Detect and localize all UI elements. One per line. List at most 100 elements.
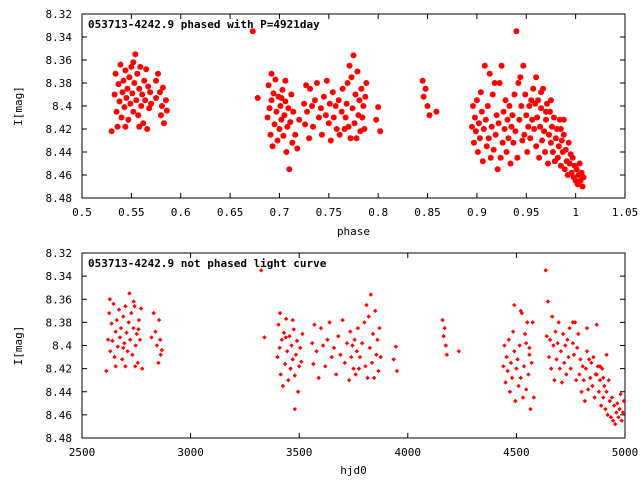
y-axis-label: I[mag] — [12, 86, 25, 126]
data-point — [606, 377, 611, 383]
data-point — [560, 131, 567, 138]
data-point — [507, 160, 514, 167]
data-point — [283, 335, 288, 340]
data-point — [121, 314, 126, 319]
data-point — [533, 74, 540, 81]
data-point — [554, 357, 559, 362]
data-point — [160, 120, 167, 127]
data-point — [108, 128, 115, 135]
data-point — [151, 310, 156, 316]
x-tick-label: 1.05 — [612, 206, 639, 219]
data-point — [133, 364, 138, 369]
data-point — [122, 123, 129, 130]
data-point — [294, 338, 300, 344]
data-point — [258, 268, 264, 273]
data-point — [602, 383, 607, 389]
data-point — [279, 86, 286, 93]
data-point — [292, 131, 299, 138]
data-point — [508, 123, 515, 130]
data-point — [121, 345, 126, 351]
data-point — [576, 331, 581, 337]
data-point — [571, 352, 577, 357]
data-point — [294, 145, 301, 152]
data-point — [368, 292, 374, 297]
data-point — [254, 94, 261, 101]
data-point — [123, 94, 130, 101]
data-point — [366, 314, 371, 319]
data-point — [113, 108, 120, 115]
y-tick-label: 8.34 — [46, 31, 73, 44]
data-point — [486, 70, 493, 77]
data-point — [476, 135, 483, 142]
data-point — [267, 131, 274, 138]
data-point — [360, 103, 367, 109]
data-point — [469, 103, 476, 109]
y-tick-label: 8.38 — [46, 316, 73, 329]
data-point — [115, 344, 121, 349]
data-point — [611, 403, 617, 408]
data-point — [113, 329, 118, 334]
data-point — [158, 352, 163, 357]
data-point — [518, 375, 523, 381]
data-point — [122, 67, 129, 74]
data-point — [290, 317, 295, 323]
data-point — [568, 366, 573, 371]
x-tick-label: 0.8 — [368, 206, 388, 219]
data-point — [440, 317, 445, 323]
data-point — [391, 357, 396, 362]
data-point — [604, 352, 609, 357]
data-point — [528, 406, 533, 412]
data-point — [265, 82, 272, 89]
data-point — [535, 97, 542, 104]
data-point — [508, 360, 514, 366]
data-point — [543, 268, 548, 273]
data-point — [112, 354, 117, 360]
data-point — [157, 337, 163, 342]
data-point — [482, 116, 489, 123]
data-point — [526, 103, 533, 109]
data-point — [549, 149, 556, 155]
x-tick-label: 3500 — [286, 446, 313, 459]
data-point — [133, 343, 138, 348]
data-point — [344, 340, 350, 346]
data-point — [291, 327, 296, 332]
data-point — [346, 377, 352, 383]
data-point — [518, 308, 523, 314]
data-point — [479, 158, 486, 165]
data-point — [420, 93, 427, 100]
data-point — [130, 108, 137, 115]
data-point — [325, 120, 332, 127]
data-point — [621, 398, 627, 404]
data-point — [494, 166, 501, 173]
data-point — [350, 52, 357, 59]
data-point — [509, 375, 515, 381]
data-point — [296, 116, 303, 123]
data-point — [422, 85, 429, 92]
data-point — [582, 398, 588, 404]
data-point — [309, 103, 316, 109]
data-point — [280, 132, 287, 139]
data-point — [136, 317, 142, 323]
data-point — [485, 135, 492, 142]
data-point — [159, 84, 166, 91]
data-point — [275, 354, 280, 360]
data-point — [517, 343, 522, 348]
data-point — [616, 414, 621, 420]
data-point — [311, 361, 316, 367]
data-point — [136, 123, 143, 130]
data-point — [142, 97, 149, 104]
data-point — [268, 70, 275, 77]
data-point — [483, 143, 490, 150]
x-tick-label: 0.95 — [513, 206, 540, 219]
data-point — [601, 395, 606, 400]
data-point — [124, 330, 129, 335]
data-point — [108, 349, 113, 354]
data-point — [163, 107, 170, 114]
data-point — [544, 100, 551, 107]
data-point — [558, 349, 564, 354]
x-tick-label: 2500 — [69, 446, 96, 459]
data-point — [276, 322, 281, 327]
data-point — [278, 372, 283, 377]
data-point — [281, 112, 288, 119]
data-point — [594, 372, 599, 377]
